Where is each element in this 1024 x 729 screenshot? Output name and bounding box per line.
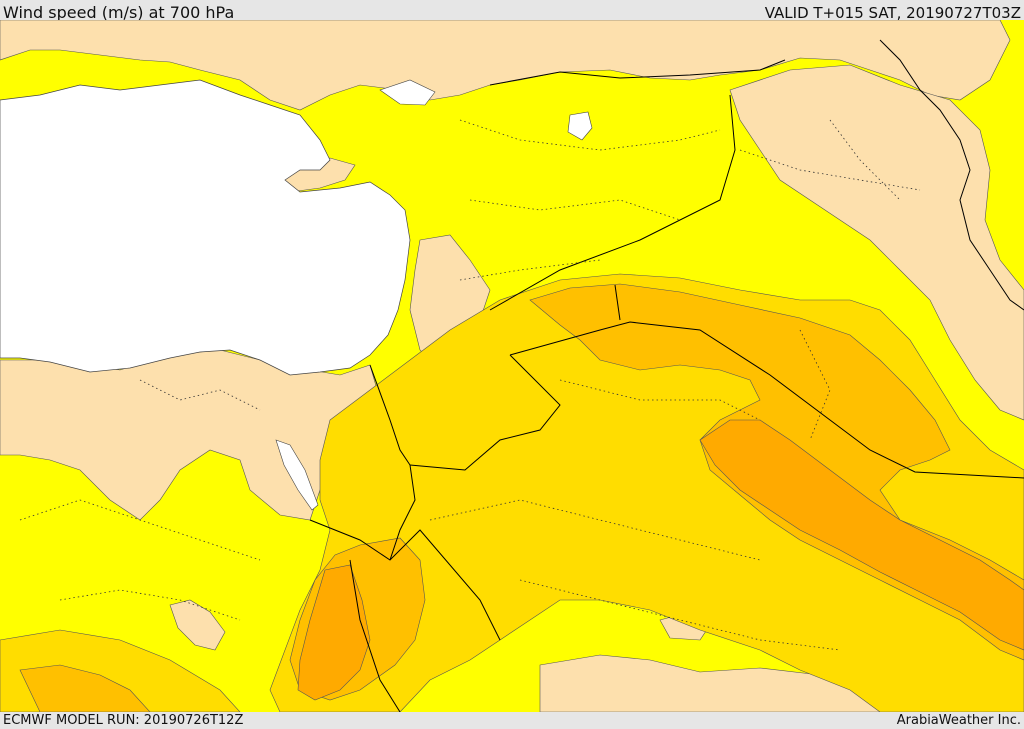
map-title: Wind speed (m/s) at 700 hPa	[3, 3, 235, 22]
mediterranean-sea	[0, 79, 411, 376]
model-run-label: ECMWF MODEL RUN: 20190726T12Z	[3, 713, 244, 728]
wind-band-amber-west	[19, 664, 151, 712]
wind-speed-map	[0, 20, 1024, 712]
wind-band-orange-iraq	[699, 419, 1024, 651]
red-sea	[275, 439, 319, 511]
caspian-black-sea-fragment	[379, 79, 436, 106]
low-wind-area-sudan-patch	[169, 599, 226, 651]
lake-van	[567, 111, 593, 141]
wind-band-orange-sinai	[297, 564, 371, 701]
valid-time-label: VALID T+015 SAT, 20190727T03Z	[764, 4, 1021, 22]
country-borders	[309, 39, 1024, 712]
low-wind-area-iran	[729, 64, 1024, 421]
low-wind-area-egypt	[0, 349, 381, 521]
credit-label: ArabiaWeather Inc.	[896, 713, 1021, 728]
low-wind-area-south-arabia	[539, 654, 881, 712]
province-borders	[19, 119, 921, 651]
